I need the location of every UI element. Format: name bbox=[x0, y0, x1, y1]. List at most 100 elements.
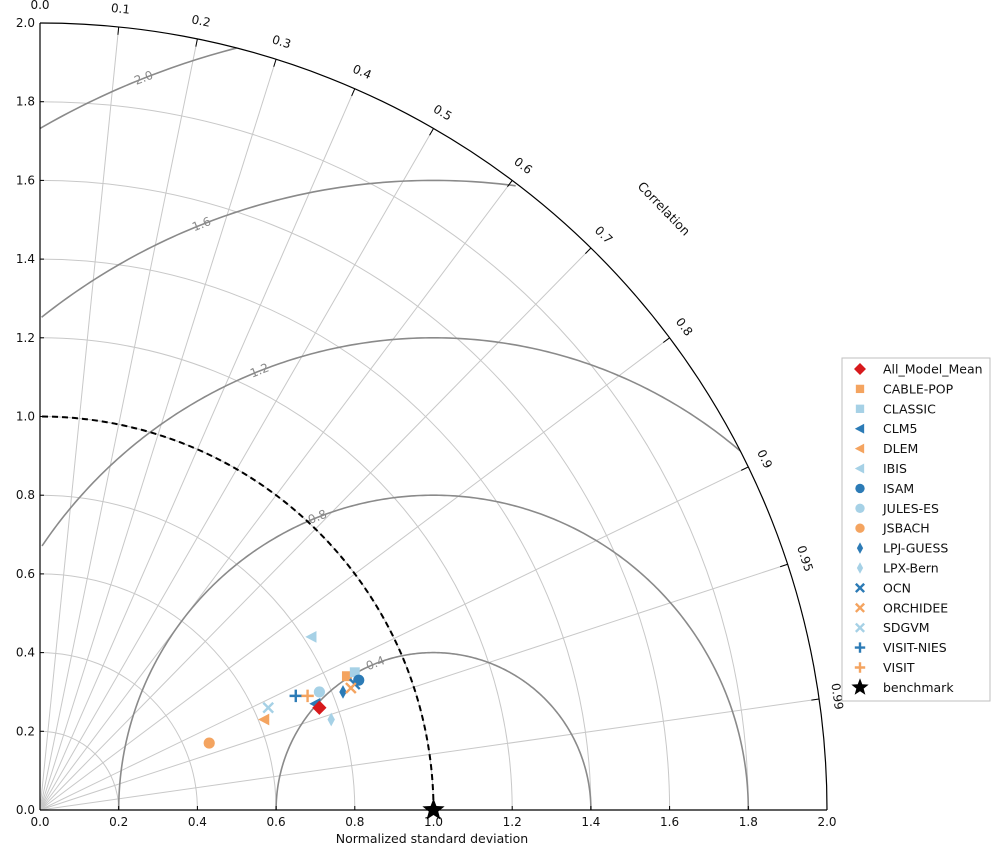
legend-label: SDGVM bbox=[883, 620, 930, 635]
legend-label: CLM5 bbox=[883, 421, 917, 436]
legend-marker-shape bbox=[854, 463, 865, 474]
correlation-tick-label: 0.0 bbox=[30, 0, 49, 12]
rms-contour-label: 2.0 bbox=[132, 68, 155, 88]
y-tick-label: 0.4 bbox=[16, 646, 35, 660]
correlation-tick-label: 0.9 bbox=[754, 447, 775, 470]
legend-label: VISIT-NIES bbox=[883, 640, 947, 655]
legend-label: IBIS bbox=[883, 461, 907, 476]
y-tick-label: 1.6 bbox=[16, 173, 35, 187]
legend-marker bbox=[855, 503, 865, 513]
std-grid-arc bbox=[39, 573, 277, 811]
std-grid-arc bbox=[39, 652, 198, 811]
x-tick-label: 1.6 bbox=[660, 815, 679, 829]
correlation-tick-mark bbox=[195, 38, 198, 47]
data-point-shape bbox=[349, 667, 360, 678]
data-point-shape bbox=[262, 701, 275, 714]
correlation-grid-line bbox=[39, 466, 749, 811]
correlation-grid-line bbox=[39, 26, 120, 811]
legend-marker-shape bbox=[854, 642, 866, 653]
data-point-shape bbox=[289, 689, 302, 703]
legend-marker-shape bbox=[854, 423, 865, 434]
legend-label: OCN bbox=[883, 580, 911, 595]
data-point bbox=[339, 685, 347, 699]
legend-marker bbox=[855, 404, 865, 413]
correlation-tick-mark bbox=[117, 26, 120, 35]
data-point bbox=[349, 667, 360, 678]
data-point-shape bbox=[313, 686, 325, 698]
legend-marker-shape bbox=[854, 443, 865, 454]
y-tick-label: 1.8 bbox=[16, 95, 35, 109]
y-tick-label: 0.2 bbox=[16, 724, 35, 738]
x-tick-label: 1.2 bbox=[503, 815, 522, 829]
correlation-tick-mark bbox=[351, 88, 356, 97]
data-point bbox=[289, 689, 302, 703]
legend-label: benchmark bbox=[883, 680, 954, 695]
x-tick-label: 1.4 bbox=[581, 815, 600, 829]
legend-marker bbox=[855, 483, 865, 494]
data-point bbox=[203, 737, 215, 749]
correlation-tick-label: 0.5 bbox=[431, 102, 455, 124]
legend-label: JULES-ES bbox=[882, 501, 939, 516]
y-tick-label: 2.0 bbox=[16, 16, 35, 30]
x-tick-label: 1.0 bbox=[424, 815, 443, 829]
correlation-grid-line bbox=[39, 59, 277, 811]
correlation-tick-mark bbox=[273, 59, 277, 67]
correlation-tick-label: 0.3 bbox=[270, 32, 292, 51]
data-point-shape bbox=[301, 689, 314, 703]
legend-marker-shape bbox=[856, 562, 864, 574]
tick-layer: 0.00.00.20.20.40.40.60.60.80.81.01.01.21… bbox=[16, 0, 846, 829]
data-point-shape bbox=[339, 685, 347, 699]
std-grid-arc bbox=[39, 179, 671, 811]
rms-contour-layer: 0.4 0.8 1.2 1.6 2.0 bbox=[39, 47, 750, 811]
legend-marker bbox=[856, 562, 864, 574]
rms-contour bbox=[117, 494, 750, 811]
legend-marker-shape bbox=[855, 483, 865, 494]
rms-contour bbox=[39, 47, 237, 130]
legend-label: DLEM bbox=[883, 441, 918, 456]
x-tick-label: 1.8 bbox=[739, 815, 758, 829]
legend-marker bbox=[854, 363, 866, 375]
data-point-shape bbox=[345, 682, 357, 694]
frame-layer bbox=[39, 22, 828, 811]
y-tick-label: 1.2 bbox=[16, 331, 35, 345]
rms-contour-label: 1.2 bbox=[248, 360, 271, 380]
legend-marker bbox=[851, 678, 869, 695]
correlation-tick-label: 0.95 bbox=[794, 544, 816, 574]
x-tick-label: 0.4 bbox=[188, 815, 207, 829]
rms-contour-label: 1.6 bbox=[190, 214, 213, 234]
x-axis-title: Normalized standard deviation bbox=[336, 831, 528, 846]
correlation-tick-mark bbox=[780, 563, 788, 568]
legend-marker-shape bbox=[854, 602, 866, 613]
correlation-axis-title: Correlation bbox=[635, 179, 694, 239]
marker-layer bbox=[203, 630, 445, 820]
legend-label: JSBACH bbox=[882, 521, 930, 536]
data-point bbox=[341, 671, 352, 682]
legend-marker-shape bbox=[854, 582, 866, 593]
legend-items: All_Model_Mean CABLE-POP CLASSIC CLM5 DLEM IB… bbox=[851, 362, 983, 695]
legend-label: LPJ-GUESS bbox=[883, 541, 948, 556]
y-tick-label: 1.4 bbox=[16, 252, 35, 266]
std-grid-arc bbox=[39, 494, 356, 811]
rms-contour bbox=[41, 336, 741, 547]
std-grid-arc bbox=[39, 101, 749, 811]
data-point-shape bbox=[422, 798, 445, 820]
data-point-shape bbox=[203, 737, 215, 749]
std-grid-arc bbox=[39, 416, 434, 811]
correlation-tick-label: 0.8 bbox=[673, 315, 696, 339]
correlation-tick-label: 0.2 bbox=[190, 12, 212, 30]
legend-marker bbox=[856, 542, 864, 554]
data-point bbox=[258, 713, 270, 726]
grid-layer bbox=[39, 23, 820, 811]
x-tick-label: 0.6 bbox=[267, 815, 286, 829]
data-point bbox=[262, 701, 275, 714]
legend-marker-shape bbox=[855, 503, 865, 513]
rms-contour-label: 0.4 bbox=[364, 653, 387, 673]
legend-label: ISAM bbox=[883, 481, 914, 496]
legend-label: All_Model_Mean bbox=[883, 362, 983, 377]
legend-marker bbox=[854, 443, 865, 454]
legend-label: LPX-Bern bbox=[883, 561, 939, 576]
correlation-tick-mark bbox=[811, 698, 820, 701]
y-tick-label: 0.6 bbox=[16, 567, 35, 581]
std-grid-arc bbox=[39, 258, 592, 811]
reference-std-arc bbox=[39, 415, 435, 811]
